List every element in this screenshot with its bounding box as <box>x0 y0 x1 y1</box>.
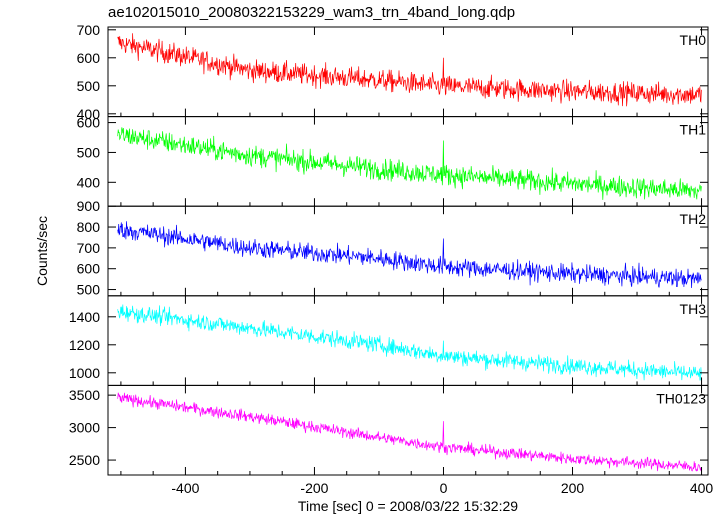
y-tick-label: 3000 <box>69 420 100 436</box>
y-tick-label: 1200 <box>69 337 100 353</box>
y-tick-label: 500 <box>77 282 101 298</box>
panel-frame <box>107 384 709 476</box>
panel-label-th1: TH1 <box>680 122 707 138</box>
y-tick-label: 800 <box>77 219 101 235</box>
panel-th1: 400 500 600 TH1 <box>77 115 709 207</box>
y-tick-label: 600 <box>77 261 101 277</box>
panel-label-th0: TH0 <box>680 32 707 48</box>
panel-frame <box>107 205 709 297</box>
x-tick-label: 200 <box>561 480 585 496</box>
y-tick-label: 500 <box>77 78 101 94</box>
panel-th3: 1000 1200 1400 TH3 <box>69 295 709 386</box>
panel-label-th0123: TH0123 <box>656 390 706 406</box>
x-tick-label: -400 <box>171 480 199 496</box>
chart-title: ae102015010_20080322153229_wam3_trn_4ban… <box>108 4 516 21</box>
series-line-th3 <box>117 304 702 381</box>
series-line-th2 <box>117 221 702 289</box>
y-tick-label: 400 <box>77 106 101 122</box>
y-tick-label: 700 <box>77 22 101 38</box>
y-tick-label: 600 <box>77 50 101 66</box>
x-tick-label: 0 <box>440 480 448 496</box>
panel-th0123: 2500 3000 3500 TH0123 <box>69 384 709 476</box>
series-line-th0123 <box>117 392 702 472</box>
x-tick-label: 400 <box>690 480 714 496</box>
y-tick-label: 3500 <box>69 387 100 403</box>
panel-label-th3: TH3 <box>680 301 707 317</box>
panel-label-th2: TH2 <box>680 211 707 227</box>
y-tick-label: 900 <box>77 198 101 214</box>
y-tick-label: 600 <box>77 115 101 131</box>
series-line-th1 <box>117 127 702 200</box>
y-tick-label: 1000 <box>69 365 100 381</box>
y-tick-label: 2500 <box>69 452 100 468</box>
y-tick-label: 700 <box>77 240 101 256</box>
y-tick-label: 1400 <box>69 309 100 325</box>
x-axis-label: Time [sec] 0 = 2008/03/22 15:32:29 <box>298 498 518 514</box>
panel-th0: 400 500 600 700 TH0 <box>77 22 709 122</box>
series-line-th0 <box>117 33 702 107</box>
y-tick-label: 500 <box>77 144 101 160</box>
panel-th2: 500 600 700 800 900 TH2 <box>77 198 709 298</box>
y-tick-label: 400 <box>77 174 101 190</box>
x-tick-label: -200 <box>300 480 328 496</box>
y-axis-label: Counts/sec <box>34 216 50 286</box>
